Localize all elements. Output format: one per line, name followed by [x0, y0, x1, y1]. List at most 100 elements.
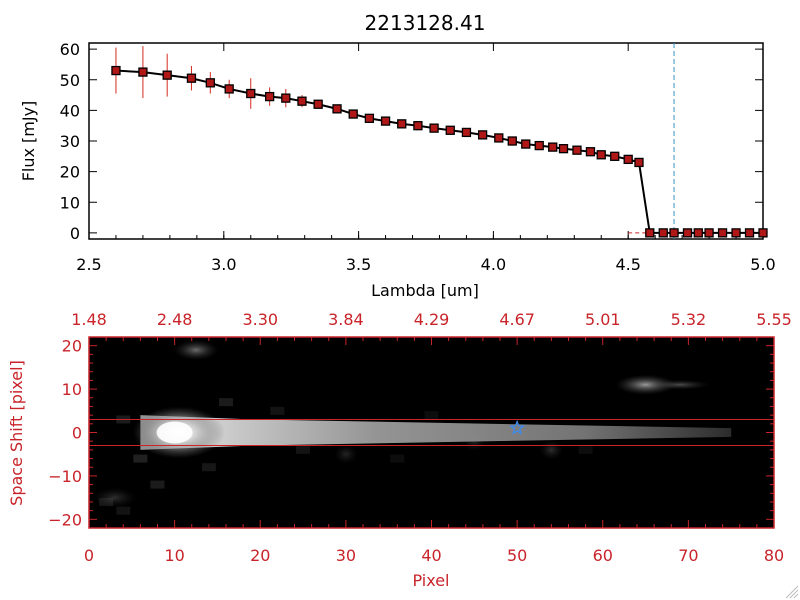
flux-point: [313, 99, 323, 109]
x-tick-label: 3.0: [211, 255, 236, 274]
y-tick-label: 30: [60, 132, 80, 151]
spectrum-series: [111, 43, 768, 239]
flux-point: [186, 73, 197, 83]
flux-point: [205, 78, 215, 88]
spectral-image-content: [89, 340, 774, 515]
flux-point: [348, 109, 358, 119]
spectral-trace: [140, 415, 732, 450]
flux-point: [397, 119, 407, 129]
flux-point: [111, 65, 121, 76]
flux-point: [297, 96, 307, 106]
flux-point: [461, 127, 472, 138]
flux-point: [585, 147, 596, 157]
resize-grip-icon[interactable]: [785, 585, 799, 599]
space-shift-tick-label: −10: [48, 467, 82, 486]
flux-point: [645, 228, 655, 238]
pixel-tick-label: 40: [421, 546, 441, 565]
x-tick-label: 3.5: [346, 255, 371, 274]
flux-point: [138, 67, 148, 77]
wavelength-tick-label: 3.84: [328, 310, 364, 329]
image-blob: [92, 487, 137, 508]
flux-point: [332, 104, 342, 114]
wavelength-tick-label: 4.67: [499, 310, 535, 329]
x-axis-label: Lambda [um]: [371, 281, 479, 300]
flux-point: [494, 133, 504, 143]
flux-point: [693, 228, 703, 238]
x-tick-label: 5.0: [750, 255, 775, 274]
space-shift-tick-label: 0: [72, 424, 82, 443]
pixel-tick-label: 0: [84, 546, 94, 565]
noise-patch: [296, 445, 311, 454]
noise-patch: [201, 463, 216, 472]
y-tick-label: 60: [60, 40, 80, 59]
space-shift-tick-label: 10: [62, 380, 82, 399]
flux-point: [717, 228, 728, 238]
flux-point: [669, 228, 679, 238]
flux-point: [521, 139, 531, 149]
wavelength-tick-label: 4.29: [414, 310, 450, 329]
noise-patch: [390, 454, 405, 463]
y-tick-label: 20: [60, 163, 80, 182]
wavelength-tick-label: 5.32: [671, 310, 707, 329]
flux-point: [380, 116, 391, 126]
flux-point: [507, 136, 517, 146]
wavelength-tick-label: 2.48: [157, 310, 193, 329]
noise-patch: [219, 398, 233, 407]
space-shift-tick-label: 20: [62, 337, 82, 356]
flux-point: [477, 130, 488, 140]
wavelength-tick-label: 5.55: [756, 310, 792, 329]
pixel-tick-label: 20: [250, 546, 270, 565]
noise-patch: [116, 506, 131, 515]
flux-point: [413, 121, 423, 131]
noise-patch: [133, 454, 148, 463]
flux-point: [634, 157, 644, 168]
y-tick-label: 0: [70, 224, 80, 243]
flux-point: [162, 70, 172, 80]
image-blob-tail: [649, 379, 710, 390]
flux-point: [572, 145, 582, 155]
pixel-tick-label: 60: [593, 546, 613, 565]
image-blob: [174, 340, 219, 361]
flux-point: [744, 228, 755, 238]
trace-peak-core: [156, 421, 193, 444]
flux-point: [596, 150, 606, 160]
flux-point: [224, 84, 234, 94]
flux-point: [281, 93, 291, 103]
space-shift-axis-label: Space Shift [pixel]: [7, 360, 26, 506]
noise-patch: [578, 445, 593, 454]
image-blob: [539, 439, 564, 460]
space-shift-tick-label: −20: [48, 510, 82, 529]
chart-title: 2213128.41: [365, 11, 486, 35]
pixel-axis-label: Pixel: [412, 571, 449, 590]
pixel-tick-label: 70: [678, 546, 698, 565]
y-tick-label: 10: [60, 193, 80, 212]
noise-patch: [270, 406, 285, 415]
pixel-tick-label: 80: [764, 546, 784, 565]
flux-point: [364, 113, 375, 123]
wavelength-tick-label: 5.01: [585, 310, 621, 329]
noise-patch: [150, 480, 165, 489]
flux-point: [429, 123, 439, 133]
y-tick-label: 50: [60, 71, 80, 90]
wavelength-tick-label: 1.48: [71, 310, 107, 329]
image-blob: [615, 374, 676, 395]
flux-point: [623, 154, 633, 165]
flux-point: [264, 91, 275, 102]
spectral-image-panel: 0 10 20 30 40 50 60 70 80 1.48 2.48 3.30 3.84 4.29 4.6…: [7, 310, 792, 590]
pixel-tick-label: 10: [164, 546, 184, 565]
spectrum-axes: 2.5 3.0 3.5 4.0 4.5 5.0 0 10 20 30 40 50 60: [60, 40, 776, 274]
flux-point: [534, 140, 544, 151]
spectrum-plot-frame: [88, 42, 764, 240]
image-blob: [333, 444, 358, 465]
noise-patch: [424, 411, 439, 420]
wavelength-tick-label: 3.30: [242, 310, 278, 329]
y-axis-label: Flux [mJy]: [19, 101, 38, 182]
flux-series-line: [115, 69, 763, 234]
flux-point: [704, 228, 714, 238]
flux-point: [558, 144, 569, 154]
flux-point: [445, 125, 455, 135]
x-tick-label: 4.5: [615, 255, 640, 274]
x-tick-label: 4.0: [481, 255, 506, 274]
pixel-tick-label: 50: [507, 546, 527, 565]
